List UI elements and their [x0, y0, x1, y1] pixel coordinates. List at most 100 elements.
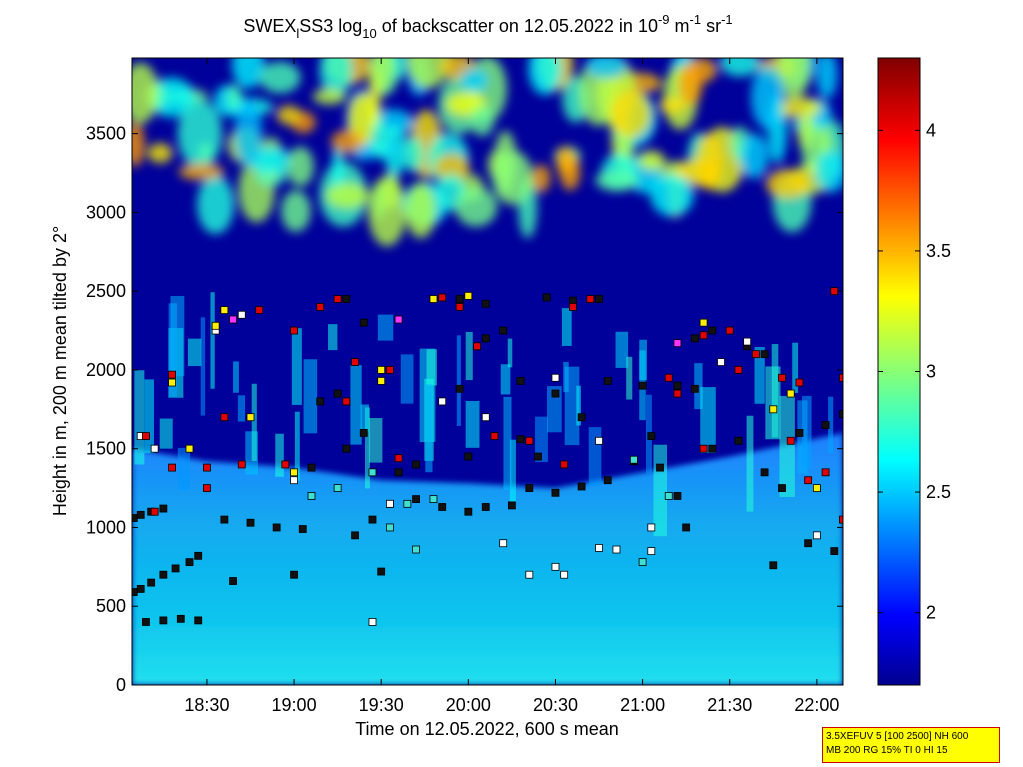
marker-black [229, 577, 237, 585]
marker-black [481, 503, 490, 511]
cloud-blob [555, 146, 575, 176]
cloud-blob [650, 174, 694, 217]
marker-black [171, 564, 180, 573]
marker-white [499, 539, 508, 548]
plume-streak [233, 361, 239, 393]
marker-red [351, 358, 359, 366]
marker-black [142, 618, 150, 626]
cloud-blob [638, 150, 666, 171]
x-tick-label: 18:30 [184, 695, 229, 715]
marker-black [194, 551, 203, 560]
cloud-blob [312, 88, 346, 105]
cloud-blob [765, 169, 810, 199]
marker-cyan [386, 523, 394, 532]
marker-yellow [290, 468, 298, 477]
marker-black [690, 334, 699, 343]
marker-magenta [673, 339, 682, 348]
y-tick-label: 1500 [86, 439, 126, 459]
marker-black [708, 326, 717, 335]
marker-black [298, 525, 307, 533]
marker-red [664, 373, 673, 382]
marker-red [438, 293, 447, 302]
marker-cyan [403, 499, 412, 508]
marker-black [412, 495, 420, 504]
cloud-blob [227, 84, 241, 110]
plume-streak [653, 444, 668, 537]
plume-streak [294, 411, 300, 481]
y-axis-label: Height in m, 200 m mean tilted by 2° [50, 226, 70, 516]
marker-black [136, 585, 145, 593]
plume-streak [134, 370, 145, 465]
marker-white [386, 499, 394, 508]
marker-black [673, 492, 682, 500]
marker-black [708, 444, 717, 453]
plume-streak [802, 395, 812, 469]
marker-black [595, 295, 603, 303]
marker-cyan [429, 495, 438, 504]
marker-red [734, 366, 743, 374]
marker-cyan [368, 468, 377, 477]
marker-black [603, 476, 612, 485]
cloud-blob [595, 169, 639, 192]
marker-red [203, 463, 211, 472]
marker-red [699, 331, 708, 340]
marker-black [342, 444, 351, 453]
plume-streak [509, 439, 516, 508]
marker-black [830, 547, 839, 555]
marker-black [159, 616, 168, 625]
y-tick-label: 2000 [86, 360, 126, 380]
layer-markers [132, 287, 843, 626]
marker-black [690, 384, 699, 393]
cloud-blob [149, 77, 195, 118]
y-tick-label: 1000 [86, 517, 126, 537]
marker-yellow [246, 413, 255, 422]
colorbar: 2 2.5 3 3.5 4 [877, 57, 951, 686]
marker-black [464, 452, 473, 461]
marker-black [220, 515, 229, 524]
cloud-blob [816, 58, 838, 99]
marker-red [795, 378, 804, 387]
marker-black [359, 318, 368, 327]
marker-black [481, 299, 490, 308]
marker-black [455, 384, 464, 393]
plume-streak [368, 417, 383, 463]
marker-white [237, 310, 246, 319]
colorbar-tick-label: 2.5 [926, 482, 951, 502]
cloud-blob [739, 133, 769, 179]
marker-red [255, 306, 264, 314]
plume-streak [465, 331, 473, 381]
plume-streak [615, 331, 629, 368]
cloud-blob [720, 58, 760, 77]
x-tick-label: 19:30 [359, 695, 404, 715]
marker-black [682, 523, 691, 532]
plume-streak [144, 379, 154, 454]
marker-red [778, 373, 786, 382]
cloud-blob [528, 58, 562, 95]
marker-white [551, 562, 560, 571]
marker-black [147, 578, 156, 587]
plume-streak [535, 416, 548, 463]
marker-black [464, 507, 473, 516]
plume-streak [350, 365, 362, 445]
marker-black [760, 468, 769, 477]
marker-black [455, 295, 464, 303]
plume-streak [360, 404, 369, 432]
cloud-blob [532, 164, 551, 193]
cloud-blob [434, 153, 470, 183]
marker-red [142, 432, 150, 440]
marker-black [159, 570, 168, 579]
marker-black [377, 567, 386, 576]
marker-black [551, 389, 560, 398]
marker-white [481, 413, 490, 422]
marker-yellow [185, 444, 194, 453]
cloud-blob [776, 97, 822, 119]
chart-title: SWEXlSS3 log10 of backscatter on 12.05.2… [243, 12, 732, 41]
marker-black [525, 484, 534, 492]
marker-black [342, 295, 351, 303]
marker-black [185, 558, 194, 567]
marker-yellow [786, 389, 795, 398]
marker-magenta [229, 315, 237, 324]
x-tick-label: 19:00 [272, 695, 317, 715]
plume-streak [754, 346, 765, 404]
marker-cyan [333, 484, 342, 492]
